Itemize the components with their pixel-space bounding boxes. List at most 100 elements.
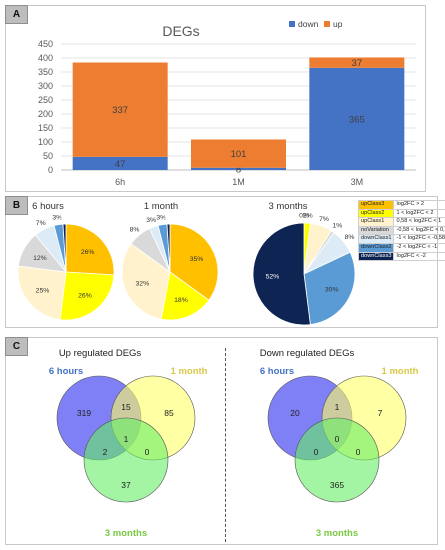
pie-data-label: 7% <box>319 216 329 223</box>
y-tick-label: 300 <box>38 81 53 91</box>
legend-class-name: upClass3 <box>357 200 395 210</box>
data-label: 337 <box>112 105 128 116</box>
legend-swatch-down <box>289 21 295 27</box>
pie-data-label: 1% <box>332 223 342 230</box>
y-tick-label: 100 <box>38 137 53 147</box>
y-tick-label: 250 <box>38 95 53 105</box>
pie-data-label: 2% <box>303 212 313 219</box>
panel-a: A DEGs 0 50 100 150 200 250 300 350 400 450 47 337 6h… <box>5 5 426 192</box>
pie-slice-upClass3 <box>169 223 219 301</box>
legend-label-up: up <box>333 19 343 29</box>
x-tick-label: 3M <box>351 177 364 187</box>
venn-region-count: 1 <box>124 434 129 444</box>
bar-down <box>309 67 405 170</box>
venn-set-label: 1 month <box>382 366 419 377</box>
venn-circle-3-months <box>83 417 169 503</box>
data-label: 47 <box>115 159 126 170</box>
legend-class-name: noVariation <box>357 225 395 236</box>
y-tick-label: 450 <box>38 39 53 49</box>
pie-title: 3 months <box>268 201 307 212</box>
legend-row: downClass3 log2FC < -2 <box>357 251 445 262</box>
legend-swatch-up <box>324 21 330 27</box>
pie-slice-upClass3 <box>65 223 115 276</box>
panel-divider <box>225 348 226 542</box>
pie-data-label: 1% <box>59 214 69 221</box>
pie-data-label: 18% <box>174 297 188 304</box>
y-tick-label: 400 <box>38 53 53 63</box>
legend-class-range: log2FC < -2 <box>393 251 445 262</box>
pie-data-label: 12% <box>33 255 47 262</box>
y-tick-label: 200 <box>38 109 53 119</box>
y-tick-label: 50 <box>43 151 53 161</box>
legend-class-name: upClass1 <box>357 217 395 227</box>
pie-data-label: 8% <box>130 227 140 234</box>
y-tick-label: 350 <box>38 67 53 77</box>
x-tick-label: 6h <box>115 177 125 187</box>
legend-row: upClass2 1 < log2FC < 2 <box>357 208 445 219</box>
venn-set-label: 6 hours <box>260 366 294 377</box>
legend-class-range: -1 < log2FC < -0,58 <box>393 234 445 244</box>
fold-change-legend: upClass3 log2FC > 2 upClass2 1 < log2FC < 2… <box>357 200 445 262</box>
data-label: 365 <box>349 114 365 125</box>
legend-label-down: down <box>298 19 319 29</box>
pie-title: 1 month <box>144 201 178 212</box>
venn-region-count: 0 <box>335 434 340 444</box>
legend-class-range: log2FC > 2 <box>393 200 445 210</box>
venn-diagrams: Up regulated DEGs 6 hours 1 month 3 months 3… <box>49 348 419 539</box>
legend-class-name: upClass2 <box>357 208 395 219</box>
venn-region-count: 20 <box>290 408 300 418</box>
data-label: 37 <box>352 58 363 69</box>
panel-c: C Up regulated DEGs 6 hours 1 month 3 month… <box>5 337 438 545</box>
legend-class-range: 1 < log2FC < 2 <box>393 208 445 219</box>
legend-row: downClass1 -1 < log2FC < -0,58 <box>357 234 445 244</box>
venn-region-count: 365 <box>330 480 344 490</box>
venn-region-count: 37 <box>121 480 131 490</box>
legend-class-name: downClass1 <box>357 234 395 244</box>
bar-up <box>309 57 405 68</box>
pie-data-label: 3% <box>146 217 156 224</box>
legend-row: upClass3 log2FC > 2 <box>357 200 445 210</box>
pie-data-label: 30% <box>325 287 339 294</box>
data-label: 101 <box>231 149 247 160</box>
legend-class-name: downClass3 <box>357 251 395 262</box>
panel-label-a: A <box>5 5 28 24</box>
panel-label-b: B <box>5 196 28 215</box>
pie-title: 6 hours <box>32 201 64 212</box>
pie-data-label: 32% <box>136 280 150 287</box>
legend-class-name: downClass2 <box>357 242 395 253</box>
chart-title: DEGs <box>162 23 199 39</box>
pie-data-label: 52% <box>266 273 280 280</box>
pie-slice-upClass2 <box>59 271 115 321</box>
pie-data-label: 0% <box>299 212 309 219</box>
pie-data-label: 7% <box>36 220 46 227</box>
legend-class-range: 0,58 < log2FC < 1 <box>393 217 445 227</box>
pie-data-label: 25% <box>36 288 50 295</box>
venn-group: Down regulated DEGs 6 hours 1 month 3 month… <box>260 348 419 539</box>
stacked-bar-chart: DEGs 0 50 100 150 200 250 300 350 400 450 47 337 6h 8 1… <box>38 19 416 187</box>
venn-set-label: 3 months <box>316 528 358 539</box>
pie-data-label: 3% <box>156 215 166 222</box>
venn-set-label: 1 month <box>171 366 208 377</box>
venn-region-count: 1 <box>335 402 340 412</box>
pie-data-label: 35% <box>190 256 204 263</box>
venn-title: Down regulated DEGs <box>260 348 355 359</box>
venn-group: Up regulated DEGs 6 hours 1 month 3 months 3… <box>49 348 208 539</box>
pie-slice-downClass3 <box>62 223 67 273</box>
venn-title: Up regulated DEGs <box>59 348 142 359</box>
venn-region-count: 2 <box>103 447 108 457</box>
x-tick-label: 1M <box>232 177 245 187</box>
pie-slice-downClass3 <box>252 222 311 326</box>
pie-data-label: 8% <box>345 234 355 241</box>
venn-region-count: 0 <box>145 447 150 457</box>
pie-slice-upClass2 <box>160 271 210 321</box>
pie-slice-downClass3 <box>166 223 171 273</box>
venn-circle-3-months <box>294 417 380 503</box>
venn-region-count: 7 <box>378 408 383 418</box>
bar-up <box>72 62 168 157</box>
pie-data-label: 26% <box>78 292 92 299</box>
legend-row: upClass1 0,58 < log2FC < 1 <box>357 217 445 227</box>
legend-row: downClass2 -2 < log2FC < -1 <box>357 242 445 253</box>
venn-region-count: 0 <box>356 447 361 457</box>
venn-region-count: 15 <box>121 402 131 412</box>
